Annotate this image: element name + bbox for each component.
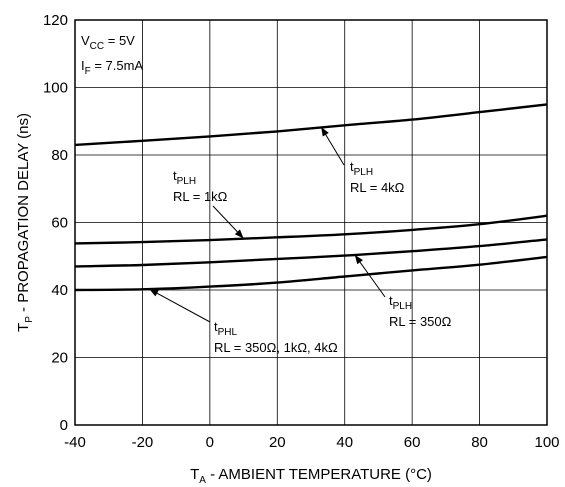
annotation-line: RL = 1kΩ — [173, 189, 228, 204]
x-tick-label: 80 — [471, 434, 488, 451]
annotation-tplh-4k: tPLH RL = 4kΩ — [320, 126, 405, 195]
y-tick-label: 80 — [51, 147, 68, 164]
annotation-tplh-1k: tPLH RL = 1kΩ — [173, 168, 244, 239]
annotation-arrowhead — [354, 254, 363, 265]
curves — [74, 103, 548, 292]
annotation-tphl: tPHL RL = 350Ω, 1kΩ, 4kΩ — [148, 288, 338, 355]
annotation-line: RL = 350Ω — [389, 314, 452, 329]
y-tick-label: 0 — [60, 417, 68, 434]
y-axis-label: TP - PROPAGATION DELAY (ns) — [15, 113, 35, 332]
x-axis-label: TA - AMBIENT TEMPERATURE (°C) — [190, 466, 432, 486]
tick-labels: -40 -20 0 20 40 60 80 100 0 20 40 60 80 100 120 — [43, 12, 560, 451]
annotation-line: tPLH — [173, 168, 196, 187]
y-tick-label: 40 — [51, 282, 68, 299]
x-tick-label: 60 — [404, 434, 421, 451]
annotation-arrowhead — [234, 229, 244, 239]
annotation-line: RL = 4kΩ — [350, 180, 405, 195]
annotation-arrowhead — [149, 288, 159, 297]
x-tick-label: 100 — [534, 434, 559, 451]
x-tick-label: 20 — [269, 434, 286, 451]
grid — [74, 19, 548, 426]
y-tick-label: 20 — [51, 350, 68, 367]
axis-labels: TA - AMBIENT TEMPERATURE (°C) TP - PROPAG… — [15, 113, 432, 486]
condition-1: IF = 7.5mA — [81, 58, 143, 77]
plot-frame — [74, 19, 548, 426]
y-tick-label: 60 — [51, 215, 68, 232]
y-tick-label: 100 — [43, 80, 68, 97]
annotation-arrowhead — [321, 126, 329, 137]
series-line-2 — [74, 238, 548, 268]
x-tick-label: -20 — [132, 434, 154, 451]
series-line-3 — [74, 255, 548, 292]
annotation-line: tPLH — [350, 159, 373, 178]
x-tick-label: 0 — [206, 434, 214, 451]
y-tick-label: 120 — [43, 12, 68, 29]
annotation-line: RL = 350Ω, 1kΩ, 4kΩ — [214, 340, 338, 355]
annotation-tplh-350: tPLH RL = 350Ω — [354, 254, 452, 329]
series-line-1 — [74, 214, 548, 245]
conditions: VCC = 5V IF = 7.5mA — [81, 33, 143, 77]
series-line-0 — [74, 103, 548, 147]
annotation-leader — [148, 288, 211, 323]
annotation-line: tPHL — [214, 319, 238, 338]
x-tick-label: -40 — [64, 434, 86, 451]
annotation-line: tPLH — [389, 293, 412, 312]
annotations: tPLH RL = 4kΩ tPLH RL = 1kΩ tPLH RL = 350Ω tPH… — [148, 126, 452, 355]
condition-0: VCC = 5V — [81, 33, 135, 52]
x-tick-label: 40 — [336, 434, 353, 451]
